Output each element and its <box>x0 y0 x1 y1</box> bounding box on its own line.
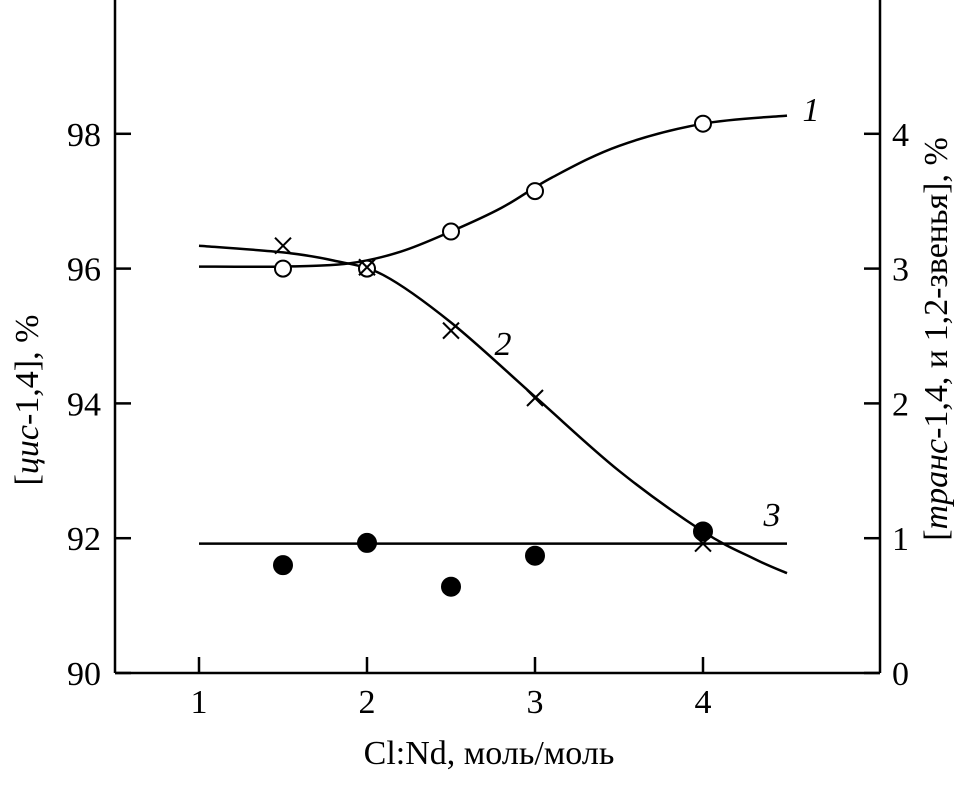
series-2-curve <box>198 244 788 575</box>
series-3-point <box>693 521 713 542</box>
y-left-tick-label: 96 <box>67 252 101 289</box>
y-right-tick-label: 1 <box>892 521 909 558</box>
y-right-tick-label: 0 <box>892 656 909 693</box>
series-1-curve <box>198 114 788 269</box>
series-3-point <box>273 555 293 576</box>
y-right-tick-label: 3 <box>892 252 909 289</box>
cross-stroke <box>526 389 544 407</box>
x-tick-label: 2 <box>359 684 376 721</box>
series-1-label: 1 <box>803 92 820 129</box>
y-right-rest: -1,4, и 1,2-звенья], % <box>918 137 955 439</box>
y-left-italic: цис <box>9 425 46 474</box>
y-left-tick-label: 90 <box>67 656 101 693</box>
y-right-open: [ <box>918 529 955 540</box>
y-axis-title-right: [транс-1,4, и 1,2-звенья], % <box>918 137 955 541</box>
series-2-point <box>526 389 544 407</box>
y-left-tick-label: 94 <box>67 386 101 423</box>
markers <box>273 114 713 597</box>
series-1-point <box>442 222 460 241</box>
y-right-tick-label: 2 <box>892 386 909 423</box>
series-2-point <box>274 236 292 255</box>
series-2-point <box>358 258 376 276</box>
series-2-point <box>442 321 460 340</box>
labels: Cl:Nd, моль/моль [цис-1,4], % [транс-1,4… <box>9 92 955 772</box>
cross-stroke <box>442 321 460 340</box>
cross-stroke <box>274 236 292 255</box>
curves <box>198 114 788 575</box>
x-axis-title: Cl:Nd, моль/моль <box>364 735 615 772</box>
series-3-label: 3 <box>763 497 781 534</box>
series-3-point <box>441 576 461 597</box>
y-left-tick-label: 92 <box>67 521 101 558</box>
x-tick-label: 4 <box>695 684 712 721</box>
series-2-label: 2 <box>495 326 512 363</box>
cross-stroke <box>358 258 376 276</box>
series-1-point <box>274 259 292 278</box>
series-1-point <box>526 182 544 201</box>
series-1-point <box>694 114 712 133</box>
y-left-tick-label: 98 <box>67 117 101 154</box>
y-right-tick-label: 4 <box>892 117 909 154</box>
axes <box>113 0 882 675</box>
y-left-open: [ <box>9 474 46 485</box>
x-tick-label: 3 <box>527 684 544 721</box>
series-3-point <box>525 545 545 566</box>
y-axis-title-left: [цис-1,4], % <box>9 315 46 486</box>
y-left-rest: -1,4], % <box>9 315 46 425</box>
y-right-italic: транс <box>918 439 955 530</box>
ticks <box>115 132 880 675</box>
x-tick-label: 1 <box>191 684 208 721</box>
series-3-point <box>357 532 377 553</box>
